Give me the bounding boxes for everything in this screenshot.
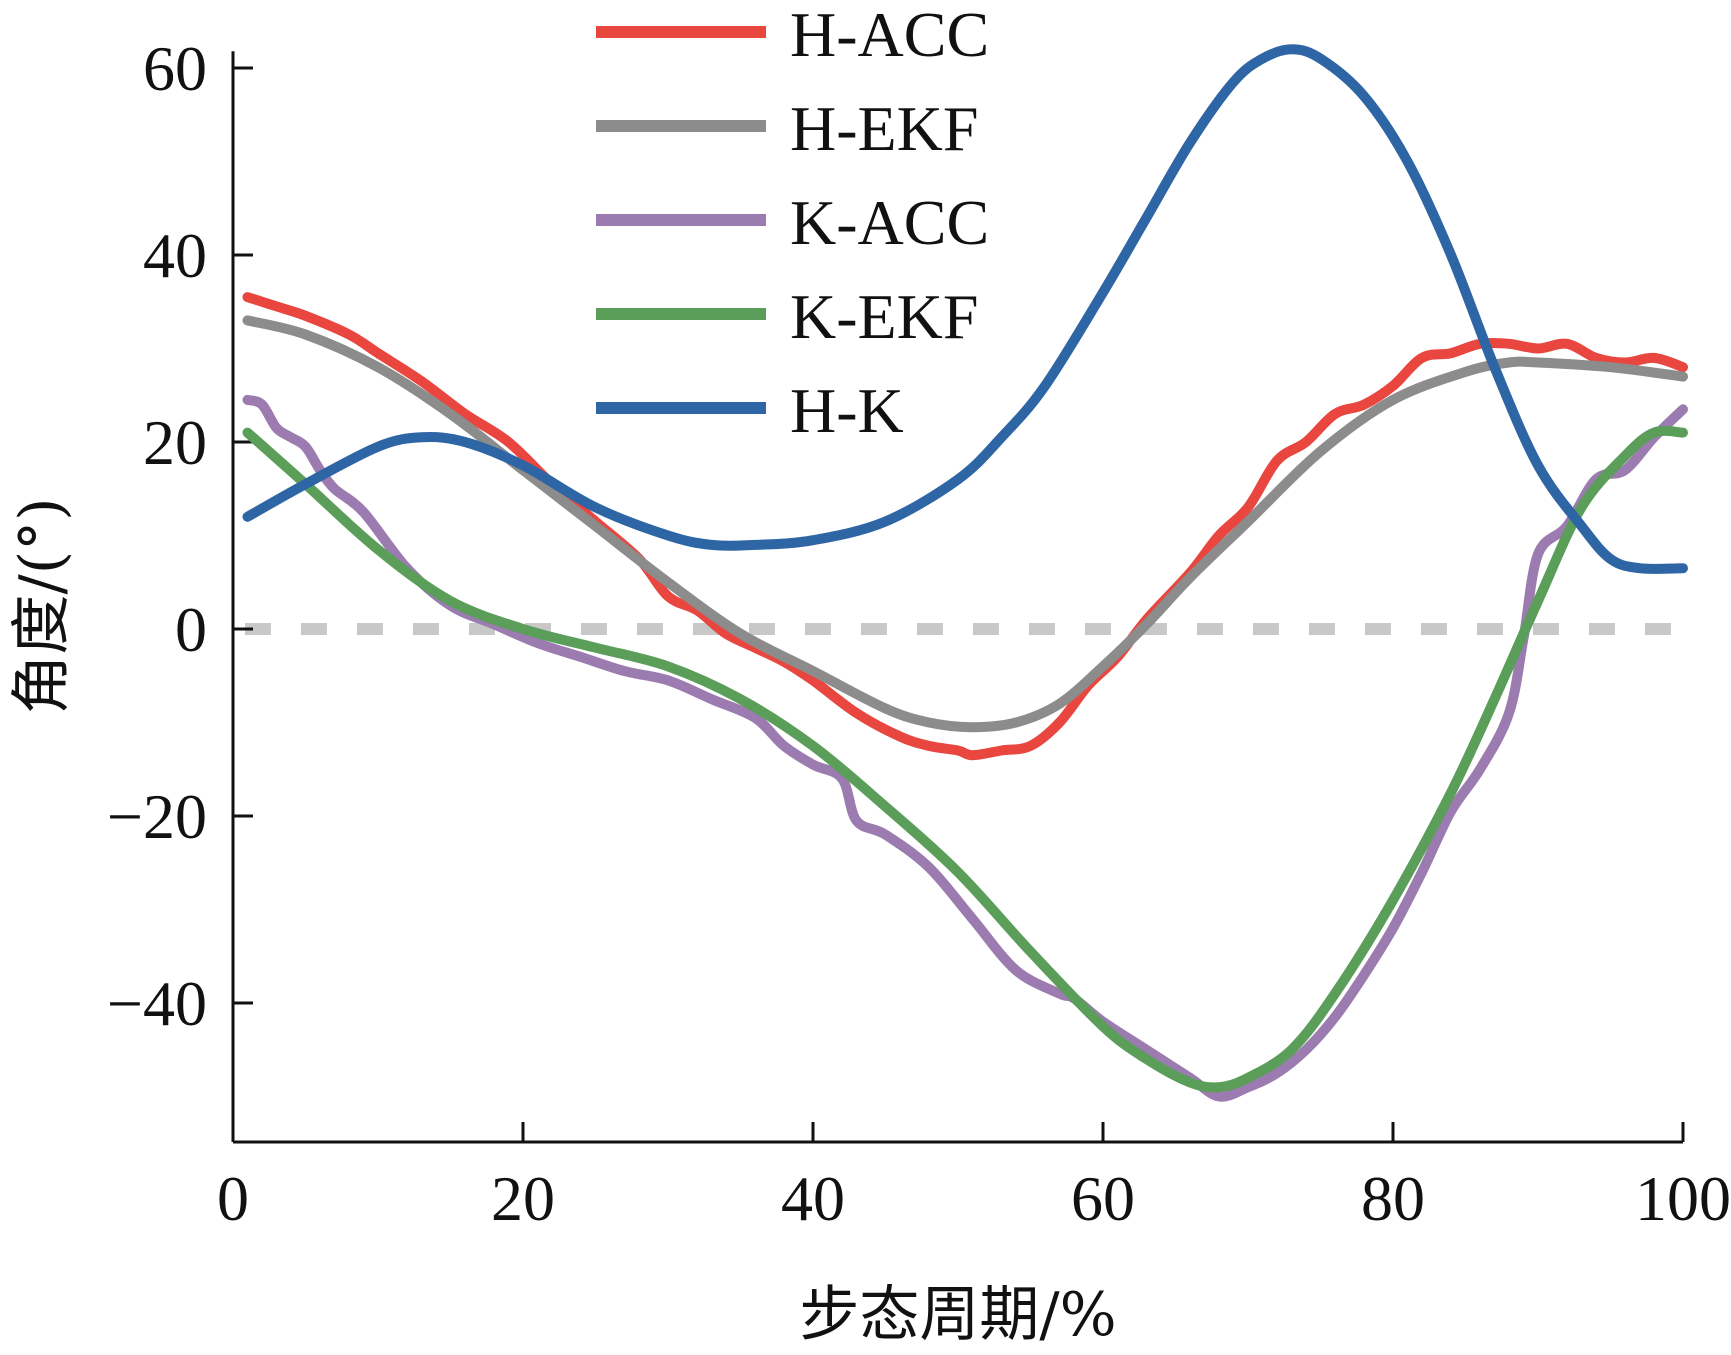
y-tick-label: 0 — [175, 594, 207, 665]
series-line-h-acc — [242, 292, 1688, 761]
legend-item-h-acc: H-ACC — [596, 0, 989, 70]
legend-label: K-ACC — [790, 187, 989, 258]
legend-item-k-ekf: K-EKF — [596, 281, 978, 352]
axes: −40 −20 0 20 40 60 0 20 40 60 80 100 — [107, 33, 1731, 1234]
series-line-k-ekf — [242, 425, 1688, 1093]
legend: H-ACC H-EKF K-ACC K-EKF H-K — [596, 0, 989, 446]
x-tick-label: 80 — [1361, 1163, 1425, 1234]
series-line-h-k — [242, 44, 1688, 574]
legend-label: H-K — [790, 375, 904, 446]
y-tick-label: 60 — [143, 33, 207, 104]
legend-label: K-EKF — [790, 281, 978, 352]
x-tick-label: 0 — [217, 1163, 249, 1234]
legend-item-h-k: H-K — [596, 375, 904, 446]
x-axis-title: 步态周期/% — [799, 1280, 1116, 1350]
series-lines — [242, 44, 1688, 1102]
y-axis-title: 角度/(°) — [7, 497, 77, 714]
y-tick-label: −40 — [107, 968, 207, 1039]
x-tick-label: 20 — [491, 1163, 555, 1234]
legend-label: H-EKF — [790, 93, 978, 164]
y-tick-label: 20 — [143, 407, 207, 478]
legend-item-k-acc: K-ACC — [596, 187, 989, 258]
y-tick-label: 40 — [143, 220, 207, 291]
x-tick-label: 100 — [1635, 1163, 1731, 1234]
x-tick-label: 60 — [1071, 1163, 1135, 1234]
legend-label: H-ACC — [790, 0, 989, 70]
x-tick-label: 40 — [781, 1163, 845, 1234]
y-tick-label: −20 — [107, 781, 207, 852]
legend-item-h-ekf: H-EKF — [596, 93, 978, 164]
